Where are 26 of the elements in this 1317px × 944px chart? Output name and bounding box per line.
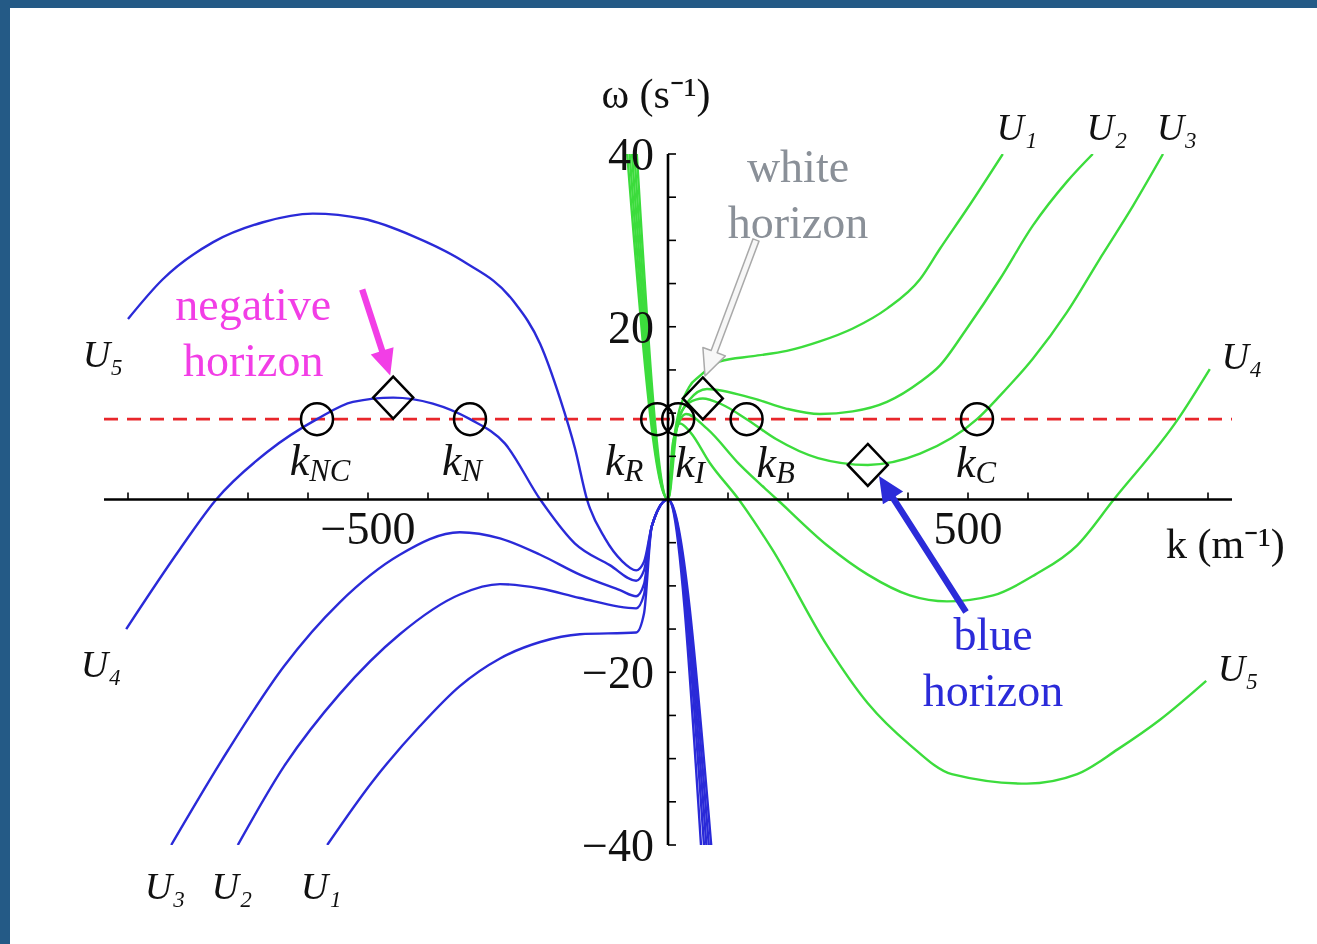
annotation: blue horizon [922, 609, 1064, 716]
series-label: U₃ [144, 865, 186, 907]
y-tick-label: −20 [582, 647, 654, 699]
series-label: U₂ [1086, 106, 1128, 148]
annotation: k$_{NC}$ [289, 436, 351, 488]
annotation: negative horizon [175, 278, 332, 386]
y-tick-label: 40 [608, 129, 654, 180]
series-label: U₂ [211, 865, 253, 907]
x-tick-label: 500 [933, 502, 1003, 554]
annotation: white horizon [727, 141, 869, 248]
annotation: k$_{C}$ [955, 438, 997, 490]
series-label: U₁ [300, 865, 342, 907]
annotation: k$_{B}$ [756, 438, 795, 490]
annotation: k$_{I}$ [675, 438, 707, 490]
annotation: k$_{R}$ [605, 436, 644, 488]
annotation: k$_{N}$ [441, 436, 484, 488]
x-tick-label: −500 [320, 502, 416, 554]
series-label: U₄ [1221, 335, 1263, 378]
y-tick-label: −40 [582, 820, 654, 871]
series-label: U₃ [1156, 106, 1198, 148]
series-label: U₄ [80, 643, 122, 686]
series-label: U₁ [996, 106, 1038, 148]
series-label: U₅ [1217, 646, 1259, 689]
y-axis-title: ω (s⁻¹) [601, 71, 711, 118]
series-label: U₅ [82, 332, 124, 375]
x-axis-title: k (m⁻¹) [1166, 520, 1285, 568]
